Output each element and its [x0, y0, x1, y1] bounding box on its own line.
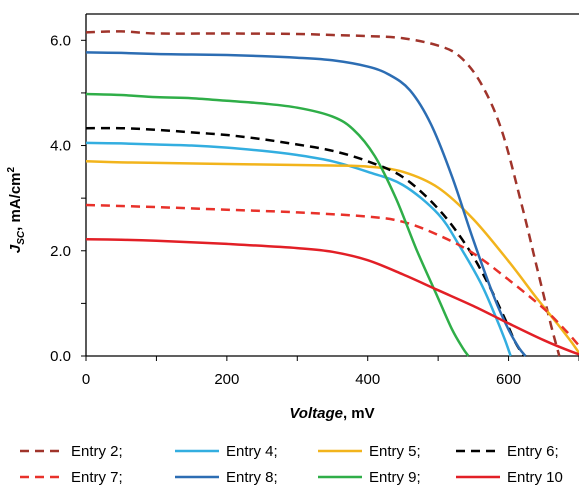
legend-label: Entry 8; [226, 469, 278, 486]
legend: Entry 2; Entry 4; Entry 5; Entry 6; Entry 7;… [20, 443, 563, 486]
legend-label: Entry 4; [226, 443, 278, 460]
x-tick-label: 0 [82, 371, 90, 388]
tick-labels: 0.0 2.0 4.0 6.0 0 200 400 600 [50, 32, 521, 388]
y-axis-title-superscript: 2 [6, 166, 17, 172]
series-lines [86, 30, 579, 357]
y-tick-label: 4.0 [50, 138, 71, 155]
series-line-entry-7 [86, 203, 579, 348]
series-line-entry-2 [86, 30, 561, 357]
y-axis-title-subscript: SC [16, 230, 27, 245]
x-axis-title-italic: Voltage [289, 405, 343, 422]
x-axis-title: Voltage, mV [289, 405, 374, 422]
legend-label: Entry 10 [507, 469, 563, 486]
axes [81, 13, 579, 361]
series-line-entry-10 [86, 237, 579, 356]
legend-label: Entry 2; [71, 443, 123, 460]
x-tick-label: 200 [214, 371, 239, 388]
legend-label: Entry 7; [71, 469, 123, 486]
legend-label: Entry 9; [369, 469, 421, 486]
legend-label: Entry 5; [369, 443, 421, 460]
y-tick-label: 6.0 [50, 32, 71, 49]
y-tick-label: 2.0 [50, 243, 71, 260]
y-tick-label: 0.0 [50, 348, 71, 365]
series-line-entry-4 [86, 141, 512, 357]
axis-titles: Voltage, mV JSC, mA/cm2 [6, 166, 375, 422]
series-line-entry-8 [86, 51, 527, 357]
y-axis-title-symbol: J [7, 244, 24, 253]
x-tick-label: 400 [355, 371, 380, 388]
x-tick-label: 600 [496, 371, 521, 388]
legend-label: Entry 6; [507, 443, 559, 460]
y-axis-title: JSC, mA/cm2 [6, 166, 27, 253]
series-line-entry-5 [86, 160, 579, 356]
x-axis-title-unit: , mV [343, 405, 375, 422]
y-axis-title-unit: , mA/cm [7, 172, 24, 230]
series-line-entry-9 [86, 92, 470, 357]
